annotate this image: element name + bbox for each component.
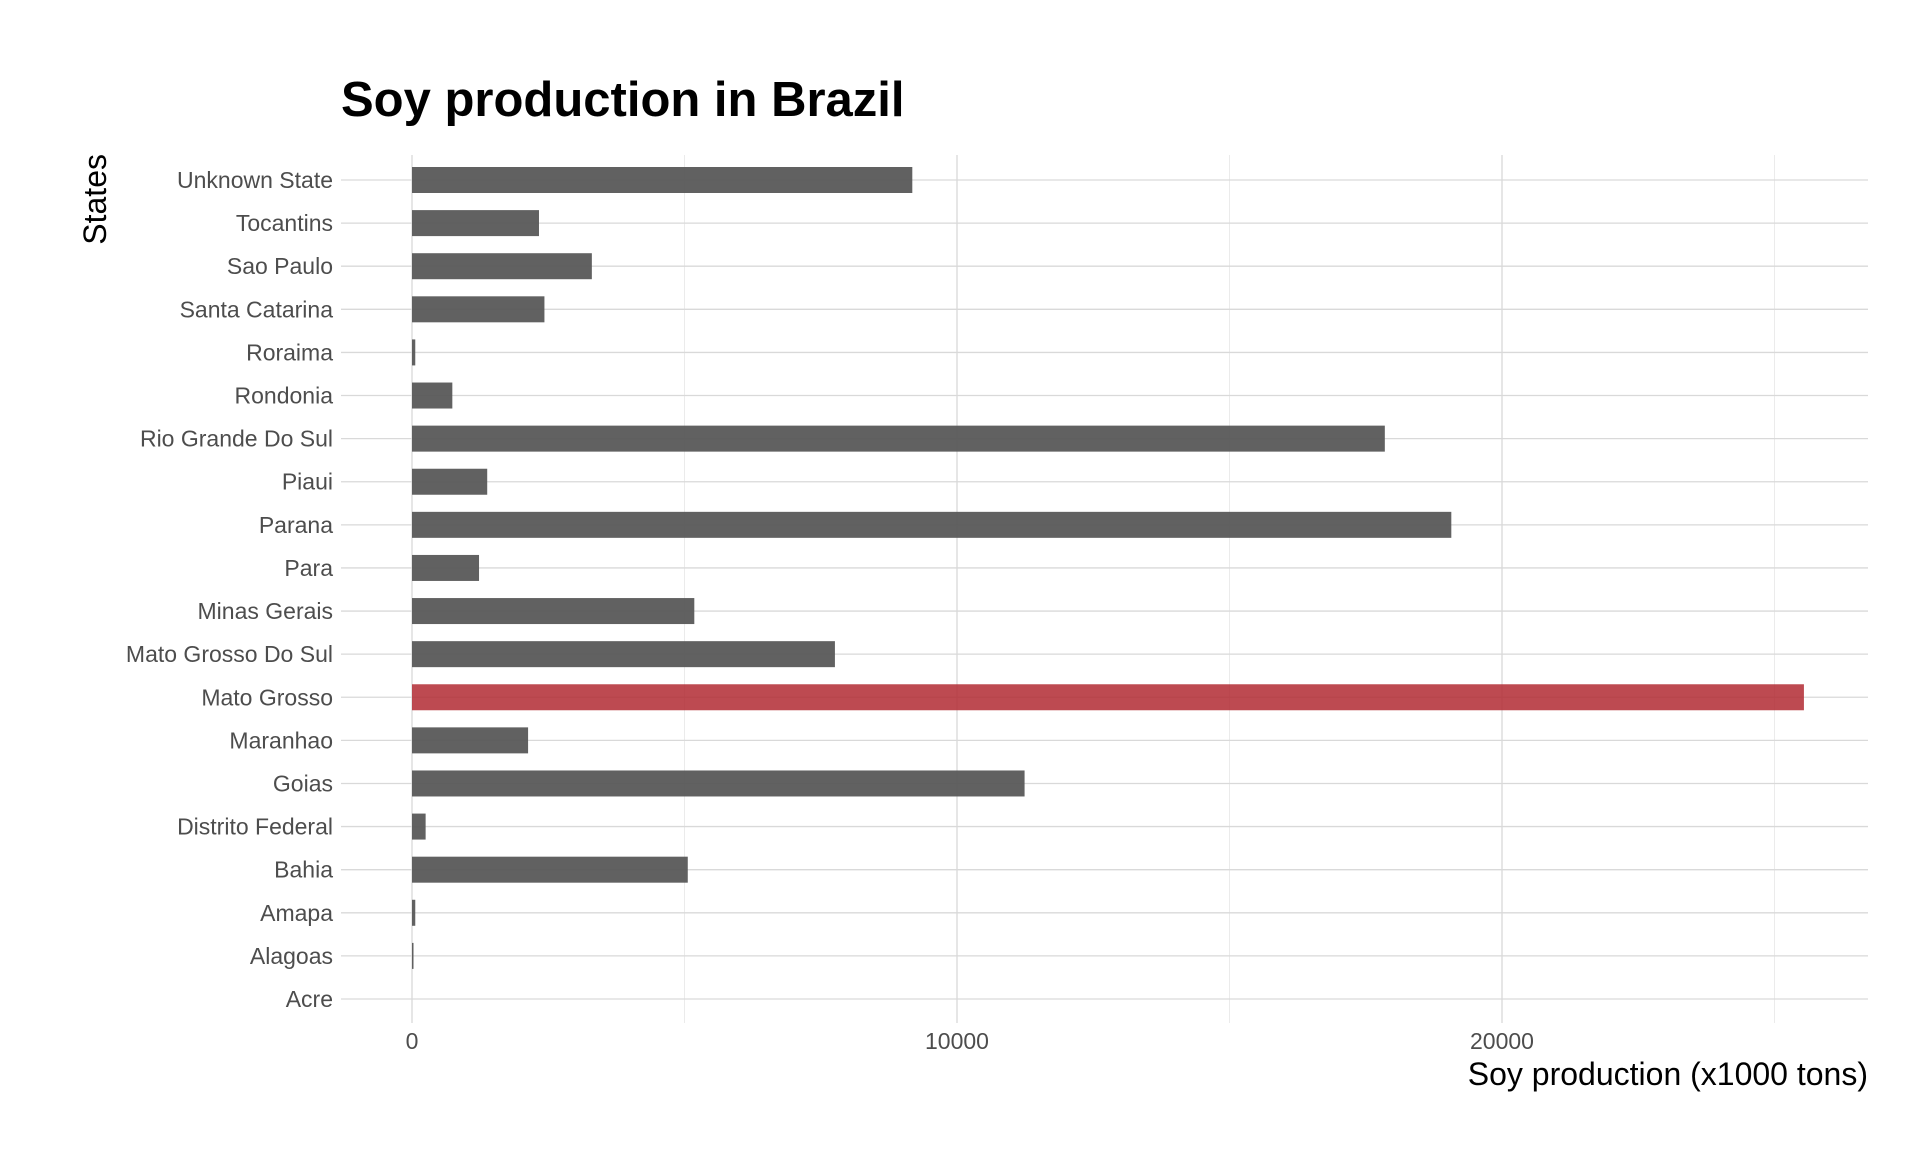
- bar-distrito-federal: [412, 813, 426, 840]
- bar-amapa: [412, 899, 416, 926]
- y-tick-label: Maranhao: [229, 727, 333, 753]
- y-tick-label: Amapa: [260, 900, 333, 926]
- y-tick-label: Santa Catarina: [180, 296, 334, 322]
- bar-parana: [412, 511, 1452, 538]
- y-tick-label: Acre: [286, 986, 333, 1012]
- y-tick-label: Rio Grande Do Sul: [140, 426, 333, 452]
- y-tick-label: Roraima: [246, 339, 333, 365]
- x-tick-label: 10000: [925, 1028, 989, 1054]
- bar-minas-gerais: [412, 598, 695, 625]
- x-axis-tick-labels: 0 10000 20000: [406, 1028, 1534, 1054]
- y-axis-title: States: [77, 154, 113, 245]
- bar-para: [412, 554, 480, 581]
- y-tick-label: Distrito Federal: [177, 814, 333, 840]
- y-tick-label: Sao Paulo: [227, 253, 333, 279]
- y-tick-label: Piaui: [282, 469, 333, 495]
- y-tick-label: Parana: [259, 512, 333, 538]
- bar-mato-grosso: [412, 684, 1804, 711]
- y-tick-label: Minas Gerais: [198, 598, 333, 624]
- bar-santa-catarina: [412, 296, 545, 323]
- bar-maranhao: [412, 727, 529, 754]
- y-tick-label: Bahia: [274, 857, 333, 883]
- y-tick-label: Para: [284, 555, 333, 581]
- x-axis-title: Soy production (x1000 tons): [1468, 1056, 1868, 1092]
- y-tick-label: Rondonia: [235, 383, 334, 409]
- y-axis-tick-labels: Unknown State Tocantins Sao Paulo Santa Cat…: [126, 167, 333, 1012]
- bar-tocantins: [412, 210, 539, 237]
- y-tick-label: Mato Grosso Do Sul: [126, 641, 333, 667]
- bars: [412, 167, 1804, 969]
- y-tick-label: Alagoas: [250, 943, 333, 969]
- y-tick-label: Mato Grosso: [201, 684, 333, 710]
- bar-unknown-state: [412, 167, 913, 193]
- bar-goias: [412, 770, 1025, 797]
- bar-rio-grande-do-sul: [412, 425, 1385, 452]
- chart-title: Soy production in Brazil: [341, 73, 905, 127]
- grid-lines: [341, 155, 1868, 1023]
- y-tick-label: Tocantins: [236, 210, 333, 236]
- bar-mato-grosso-do-sul: [412, 641, 835, 668]
- x-tick-label: 20000: [1470, 1028, 1534, 1054]
- bar-sao-paulo: [412, 253, 592, 280]
- x-tick-label: 0: [406, 1028, 419, 1054]
- bar-bahia: [412, 856, 688, 883]
- bar-roraima: [412, 339, 416, 366]
- y-tick-label: Goias: [273, 770, 333, 796]
- y-tick-label: Unknown State: [177, 167, 333, 193]
- bar-alagoas: [412, 942, 414, 969]
- bar-rondonia: [412, 382, 453, 409]
- bar-piaui: [412, 468, 488, 495]
